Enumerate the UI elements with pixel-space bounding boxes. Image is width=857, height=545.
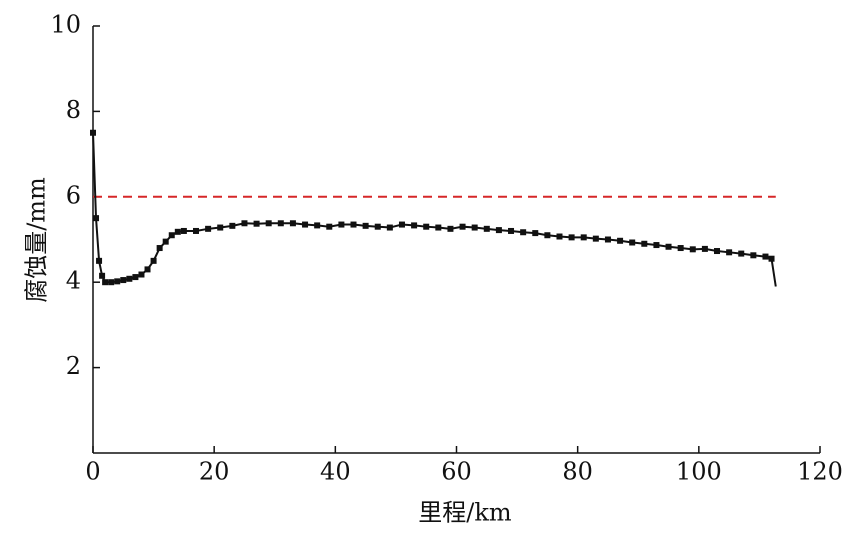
- data-point: [338, 221, 345, 228]
- x-axis-label: 里程/km: [418, 499, 512, 527]
- data-point: [99, 272, 106, 279]
- data-point: [520, 229, 527, 236]
- data-point: [714, 248, 721, 255]
- data-point: [253, 220, 260, 227]
- data-point: [362, 222, 369, 229]
- data-point: [205, 225, 212, 232]
- data-point: [762, 253, 769, 260]
- data-point: [568, 234, 575, 241]
- data-point: [114, 278, 121, 285]
- data-point: [580, 234, 587, 241]
- data-point: [156, 245, 163, 252]
- data-point: [374, 223, 381, 230]
- data-point: [192, 227, 199, 234]
- data-point: [277, 220, 284, 227]
- data-point: [726, 249, 733, 256]
- data-point: [629, 239, 636, 246]
- data-point: [241, 220, 248, 227]
- x-tick-label: 100: [676, 458, 722, 486]
- data-point: [653, 242, 660, 249]
- y-tick-label: 6: [66, 181, 81, 209]
- data-point: [665, 243, 672, 250]
- x-tick-label: 20: [199, 458, 230, 486]
- data-point: [174, 228, 181, 235]
- x-tick-label: 0: [85, 458, 100, 486]
- data-point: [689, 246, 696, 253]
- x-tick-label: 120: [797, 458, 843, 486]
- data-point: [556, 233, 563, 240]
- data-point: [326, 223, 333, 230]
- data-point: [168, 232, 175, 239]
- data-point: [229, 222, 236, 229]
- data-point: [592, 235, 599, 242]
- data-line: [92, 132, 777, 287]
- data-point: [617, 237, 624, 244]
- data-point: [677, 245, 684, 252]
- data-point: [495, 227, 502, 234]
- y-tick-label: 10: [50, 11, 81, 39]
- data-point: [120, 277, 127, 284]
- data-point: [701, 245, 708, 252]
- data-point: [93, 215, 100, 222]
- data-point: [423, 223, 430, 230]
- data-point: [314, 222, 321, 229]
- data-point: [302, 221, 309, 228]
- data-point: [144, 266, 151, 273]
- data-point: [350, 221, 357, 228]
- data-point: [483, 225, 490, 232]
- data-point: [217, 224, 224, 231]
- y-tick-label: 8: [66, 96, 81, 124]
- data-point: [532, 230, 539, 237]
- data-point: [459, 223, 466, 230]
- data-point: [471, 224, 478, 231]
- y-axis-label: 腐蚀量/mm: [23, 177, 51, 303]
- data-point: [508, 227, 515, 234]
- y-tick-label: 2: [66, 352, 81, 380]
- x-tick-label: 40: [320, 458, 351, 486]
- data-point: [435, 224, 442, 231]
- data-point: [96, 257, 103, 264]
- data-point: [126, 275, 133, 282]
- data-point: [411, 222, 418, 229]
- data-point: [447, 225, 454, 232]
- data-point: [641, 240, 648, 247]
- y-tick-label: 4: [66, 267, 81, 295]
- data-point: [132, 274, 139, 281]
- data-point: [102, 279, 109, 286]
- data-point: [150, 257, 157, 264]
- data-point: [398, 221, 405, 228]
- data-point: [289, 220, 296, 227]
- data-point: [90, 129, 96, 136]
- data-point: [180, 227, 187, 234]
- x-tick-label: 60: [441, 458, 472, 486]
- data-point: [162, 238, 169, 245]
- data-point: [138, 271, 145, 278]
- data-point: [386, 224, 393, 231]
- data-point: [108, 279, 115, 286]
- x-tick-label: 80: [562, 458, 593, 486]
- data-point: [265, 220, 272, 227]
- data-point: [750, 252, 757, 259]
- data-point: [738, 250, 745, 257]
- data-point: [544, 232, 551, 239]
- data-point: [604, 236, 611, 243]
- data-point: [768, 255, 775, 262]
